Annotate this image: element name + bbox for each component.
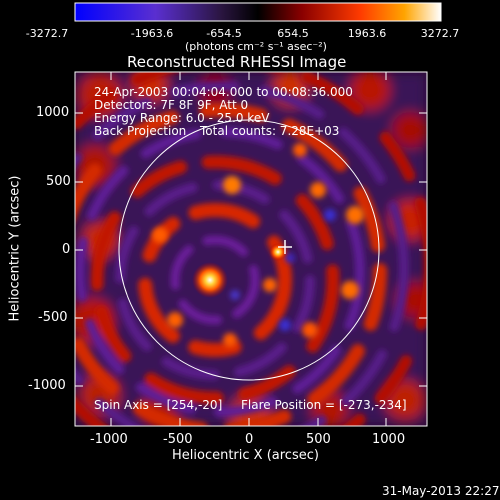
- footer-timestamp: 31-May-2013 22:27: [382, 484, 500, 498]
- total-counts-label: Total counts: 7.28E+03: [200, 124, 340, 138]
- y-tick-label: -500: [38, 310, 68, 325]
- energy-range-label: Energy Range: 6.0 - 25.0 keV: [94, 111, 270, 125]
- spin-axis-marker: [278, 240, 292, 254]
- y-tick-label: -1000: [28, 378, 66, 393]
- spin-axis-label: Spin Axis = [254,-20]: [94, 398, 223, 412]
- colorbar: [74, 2, 442, 22]
- solar-limb-circle: [118, 119, 380, 381]
- y-tick-label: 1000: [36, 105, 70, 120]
- method-label: Back Projection: [94, 124, 187, 138]
- x-tick-label: -500: [163, 432, 193, 447]
- time-range-label: 24-Apr-2003 00:04:04.000 to 00:08:36.000: [94, 85, 353, 99]
- y-tick-label: 500: [46, 174, 71, 189]
- colorbar-tick-5: 1963.6: [347, 27, 387, 40]
- y-axis-label: Heliocentric Y (arcsec): [7, 175, 23, 322]
- colorbar-tick-4: 654.5: [277, 27, 309, 40]
- x-axis-label: Heliocentric X (arcsec): [172, 448, 319, 463]
- flare-position-label: Flare Position = [-273,-234]: [241, 398, 407, 412]
- detectors-label: Detectors: 7F 8F 9F, Att 0: [94, 98, 249, 112]
- x-tick-label: 0: [245, 432, 254, 447]
- colorbar-tick-6: 3272.7: [420, 27, 460, 40]
- plot-title: Reconstructed RHESSI Image: [127, 53, 347, 71]
- colorbar-tick-3: -654.5: [206, 27, 242, 40]
- colorbar-units-label: (photons cm⁻² s⁻¹ asec⁻²): [185, 40, 327, 53]
- x-tick-label: 1000: [372, 432, 406, 447]
- x-tick-label: -1000: [90, 432, 128, 447]
- colorbar-tick-2: -1963.6: [130, 27, 174, 40]
- colorbar-tick-1: -3272.7: [25, 27, 69, 40]
- x-tick-label: 500: [306, 432, 331, 447]
- y-tick-label: 0: [62, 242, 71, 257]
